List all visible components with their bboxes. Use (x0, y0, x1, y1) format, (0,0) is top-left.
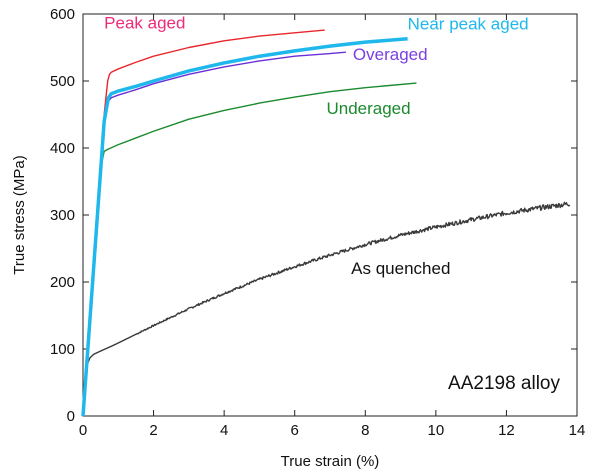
y-tick-label: 500 (50, 73, 75, 90)
x-tick-label: 4 (220, 422, 228, 439)
series-labels: Peak aged Near peak aged Overaged Underaged… (104, 14, 528, 278)
series-layer (81, 29, 571, 417)
series-label-underaged: Underaged (326, 99, 410, 118)
alloy-annotation: AA2198 alloy (448, 373, 560, 394)
series-line-overaged (82, 51, 346, 417)
axis-ticks: 0 2 4 6 8 10 12 14 0 100 200 300 400 500 600 (50, 6, 585, 439)
y-axis-label: True stress (MPa) (11, 155, 28, 274)
x-tick-label: 6 (291, 422, 299, 439)
x-tick-label: 10 (428, 422, 445, 439)
series-label-as-quenched: As quenched (351, 259, 450, 278)
x-tick-label: 8 (361, 422, 369, 439)
series-line-near-peak-aged (81, 37, 408, 417)
y-tick-label: 300 (50, 207, 75, 224)
x-tick-label: 12 (498, 422, 515, 439)
y-tick-label: 200 (50, 274, 75, 291)
series-label-overaged: Overaged (353, 45, 428, 64)
x-tick-label: 2 (149, 422, 157, 439)
x-tick-label: 14 (569, 422, 586, 439)
y-tick-label: 400 (50, 140, 75, 157)
series-label-near-peak-aged: Near peak aged (408, 14, 529, 33)
series-line-as-quenched (82, 201, 571, 417)
series-line-underaged (82, 82, 417, 417)
y-tick-label: 600 (50, 6, 75, 23)
series-label-peak-aged: Peak aged (104, 14, 185, 33)
series-line-peak-aged (82, 29, 325, 417)
y-tick-label: 0 (67, 408, 75, 425)
x-axis-label: True strain (%) (281, 453, 380, 470)
x-tick-label: 0 (79, 422, 87, 439)
y-tick-label: 100 (50, 341, 75, 358)
